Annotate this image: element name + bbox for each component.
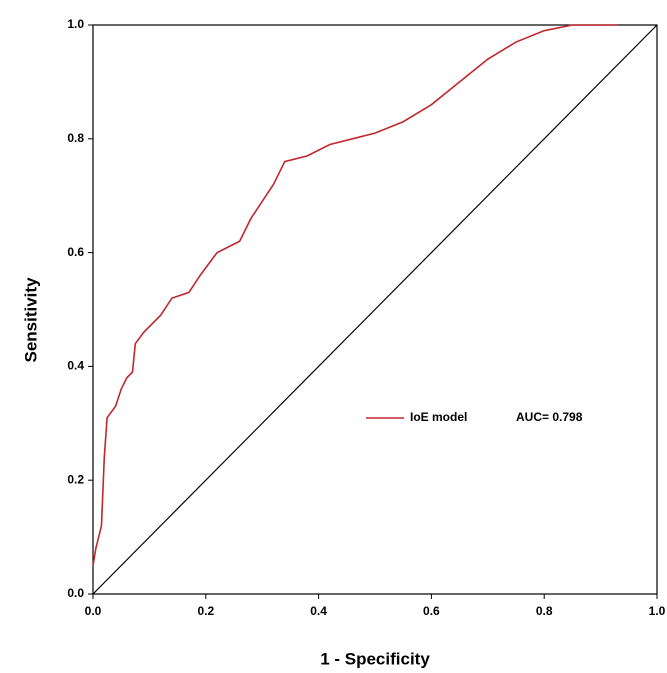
y-tick-label: 0.4 bbox=[67, 359, 84, 373]
y-tick-label: 1.0 bbox=[67, 17, 84, 31]
x-tick-label: 0.0 bbox=[85, 604, 102, 618]
y-tick-label: 0.6 bbox=[67, 245, 84, 259]
auc-annotation: AUC= 0.798 bbox=[516, 410, 583, 424]
roc-curve bbox=[92, 24, 618, 566]
x-axis-title: 1 - Specificity bbox=[320, 649, 430, 668]
x-tick-label: 0.2 bbox=[197, 604, 214, 618]
legend-label: IoE model bbox=[410, 410, 467, 424]
x-tick-label: 1.0 bbox=[649, 604, 666, 618]
x-tick-label: 0.8 bbox=[536, 604, 553, 618]
y-tick-label: 0.8 bbox=[67, 131, 84, 145]
plot-frame bbox=[92, 24, 658, 595]
x-tick-label: 0.6 bbox=[423, 604, 440, 618]
x-tick-label: 0.4 bbox=[310, 604, 327, 618]
y-tick-label: 0.2 bbox=[67, 472, 84, 486]
y-tick-label: 0.0 bbox=[67, 586, 84, 600]
y-axis-title: Sensitivity bbox=[21, 277, 40, 363]
reference-line bbox=[92, 24, 658, 595]
